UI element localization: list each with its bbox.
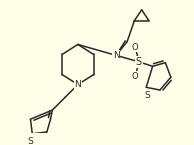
- Text: N: N: [74, 80, 81, 89]
- Text: S: S: [144, 91, 150, 100]
- Text: S: S: [136, 57, 142, 67]
- Text: O: O: [132, 72, 139, 81]
- Text: O: O: [132, 43, 139, 52]
- Text: S: S: [28, 137, 33, 145]
- Text: N: N: [113, 51, 120, 60]
